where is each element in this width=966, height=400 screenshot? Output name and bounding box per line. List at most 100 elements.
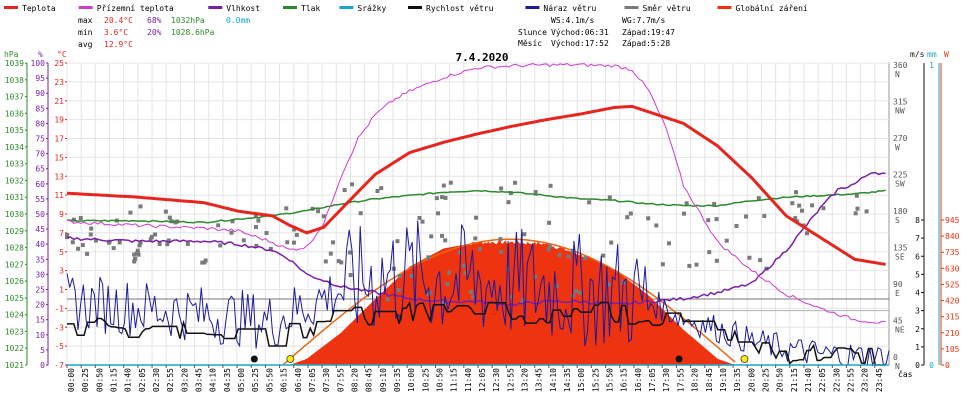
wind-direction-point xyxy=(810,203,815,208)
pressure-tick-label: 1024 xyxy=(5,311,24,320)
wind-direction-point xyxy=(138,204,143,209)
legend-label: Směr větru xyxy=(643,4,691,13)
temperature-tick-label: -5 xyxy=(54,342,64,351)
temperature-tick-label: -7 xyxy=(54,361,64,370)
wind-direction-point xyxy=(463,270,468,275)
x-tick-label: 22:05 xyxy=(818,368,827,392)
x-tick-label: 17:30 xyxy=(662,368,671,392)
wind-direction-point xyxy=(148,237,153,242)
wind-direction-point xyxy=(285,240,290,245)
legend-swatch xyxy=(408,6,422,9)
x-axis: 00:00 00:25 00:50 01:15 01:40 02:05 02:30 02:55… xyxy=(66,365,884,392)
humidity-tick-label: 65 xyxy=(35,165,45,174)
wind-direction-point xyxy=(457,250,462,255)
humidity-tick-label: 45 xyxy=(35,225,45,234)
wind-direction-point xyxy=(167,215,172,220)
x-tick-label: 02:55 xyxy=(166,368,175,392)
humidity-tick-label: 75 xyxy=(35,135,45,144)
wind-direction-point xyxy=(88,232,93,237)
wind-direction-point xyxy=(440,233,445,238)
wind-direction-point xyxy=(799,208,804,213)
wind-direction-point xyxy=(499,249,504,254)
x-tick-label: 00:25 xyxy=(81,368,90,392)
wind-direction-point xyxy=(339,260,344,265)
wind-direction-point xyxy=(241,238,246,243)
ground-temperature-line xyxy=(66,63,886,324)
direction-compass-label: N xyxy=(895,70,900,79)
left-axes: 1021102210231024102510261027102810291030… xyxy=(5,59,67,370)
unit-hpa: hPa xyxy=(4,50,19,59)
wind-direction-point xyxy=(854,193,859,198)
x-tick-label: 13:20 xyxy=(521,368,530,392)
x-tick-label: 19:35 xyxy=(733,368,742,392)
rain-tick-label: 0 xyxy=(929,361,934,370)
x-tick-label: 10:00 xyxy=(407,368,416,392)
stats-panel: max 20.4°C 68% 1032hPa 0.0mm min 3.6°C 2… xyxy=(78,16,250,49)
legend-label: Tlak xyxy=(301,4,320,13)
wind-direction-point xyxy=(445,282,450,287)
wind-direction-point xyxy=(797,203,802,208)
wind-direction-point xyxy=(513,180,518,185)
wind-direction-point xyxy=(85,251,90,256)
temperature-tick-label: 17 xyxy=(54,135,64,144)
wind-direction-point xyxy=(574,289,579,294)
wind-direction-point xyxy=(254,243,259,248)
wind-direction-point xyxy=(417,215,422,220)
temperature-tick-label: 21 xyxy=(54,97,64,106)
wind-tick-label: 7 xyxy=(915,234,920,243)
wind-direction-point xyxy=(163,209,168,214)
x-tick-label: 05:25 xyxy=(251,368,260,392)
wind-direction-point xyxy=(547,220,552,225)
x-tick-label: 03:45 xyxy=(195,368,204,392)
humidity-tick-label: 90 xyxy=(35,89,45,98)
wind-direction-point xyxy=(202,260,207,265)
direction-tick-label: 270 xyxy=(893,134,908,143)
info-sun-label: Slunce xyxy=(518,28,547,37)
humidity-tick-label: 60 xyxy=(35,180,45,189)
sunrise-marker xyxy=(286,355,295,363)
direction-compass-label: SE xyxy=(895,253,905,262)
wind-direction-point xyxy=(153,232,158,237)
stats-max-press: 1032hPa xyxy=(171,16,205,25)
humidity-line xyxy=(66,171,886,307)
x-tick-label: 09:10 xyxy=(379,368,388,392)
pressure-tick-label: 1023 xyxy=(5,327,24,336)
stats-avg-temp: 12.9°C xyxy=(104,40,133,49)
humidity-tick-label: 50 xyxy=(35,210,45,219)
wind-direction-point xyxy=(646,216,651,221)
x-tick-label: 12:05 xyxy=(478,368,487,392)
temperature-tick-label: 15 xyxy=(54,153,64,162)
wind-direction-point xyxy=(348,273,353,278)
unit-ms: m/s xyxy=(910,50,925,59)
wind-direction-point xyxy=(682,211,687,216)
stats-avg-label: avg xyxy=(78,40,93,49)
wind-direction-point xyxy=(165,242,170,247)
x-tick-label: 20:00 xyxy=(747,368,756,392)
legend-swatch xyxy=(525,6,540,9)
direction-tick-label: 180 xyxy=(893,207,908,216)
legend: Teplota Přízemní teplota Vlhkost Tlak Srážky… xyxy=(4,4,808,13)
x-tick-label: 01:15 xyxy=(110,368,119,392)
wind-tick-label: 8 xyxy=(915,216,920,225)
wind-direction-point xyxy=(434,196,439,201)
wind-direction-point xyxy=(790,201,795,206)
radiation-tick-label: 0 xyxy=(945,361,950,370)
humidity-tick-label: 5 xyxy=(40,346,45,355)
temperature-tick-label: 3 xyxy=(59,267,64,276)
wind-speed-line xyxy=(67,300,886,366)
wind-direction-point xyxy=(396,287,401,292)
wind-direction-point xyxy=(533,190,538,195)
x-tick-label: 15:50 xyxy=(606,368,615,392)
x-tick-label: 22:55 xyxy=(846,368,855,392)
wind-direction-point xyxy=(756,196,761,201)
humidity-tick-label: 85 xyxy=(35,104,45,113)
temperature-line xyxy=(66,104,886,266)
wind-direction-point xyxy=(821,206,826,211)
wind-direction-point xyxy=(447,270,452,275)
wind-direction-point xyxy=(328,251,333,256)
stats-min-label: min xyxy=(78,28,93,37)
humidity-tick-label: 40 xyxy=(35,240,45,249)
wind-direction-point xyxy=(684,201,689,206)
wind-direction-point xyxy=(443,195,448,200)
wind-direction-point xyxy=(200,260,205,265)
